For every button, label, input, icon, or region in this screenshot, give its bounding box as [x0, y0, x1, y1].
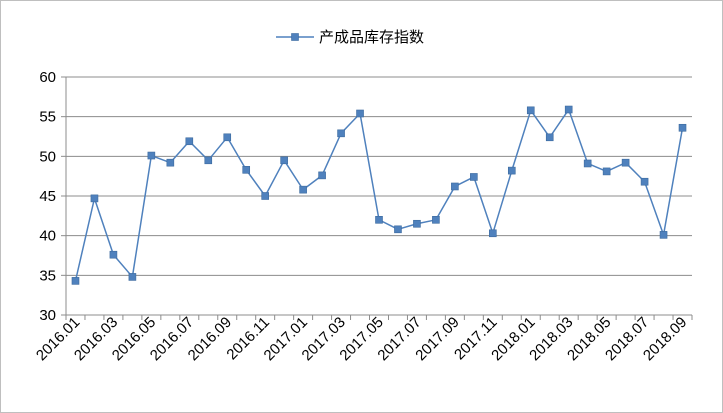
- y-tick-label: 35: [39, 267, 56, 284]
- data-point: [432, 216, 440, 224]
- data-point: [507, 166, 516, 175]
- axes: [61, 76, 693, 320]
- legend-label: 产成品库存指数: [319, 28, 424, 46]
- data-point: [337, 129, 345, 138]
- data-point: [280, 156, 288, 165]
- data-point: [223, 133, 232, 142]
- data-point: [470, 173, 478, 181]
- data-point: [564, 105, 573, 114]
- data-point: [526, 106, 535, 115]
- data-point: [451, 182, 459, 191]
- data-point: [318, 171, 326, 180]
- y-tick-labels: 30 35 40 45 50 55 60: [39, 69, 56, 324]
- data-point: [299, 185, 307, 194]
- series-line: [74, 108, 684, 282]
- data-point: [261, 192, 269, 200]
- y-tick-label: 45: [39, 188, 56, 205]
- legend-marker-swatch: [291, 33, 299, 41]
- y-tick-label: 50: [39, 148, 56, 165]
- data-point: [128, 273, 137, 281]
- data-point: [242, 166, 251, 174]
- data-point: [185, 137, 194, 146]
- x-tick-labels: 2016.012016.032016.052016.072016.092016.…: [33, 314, 690, 364]
- y-tick-label: 60: [39, 69, 56, 86]
- data-point: [621, 158, 630, 167]
- data-point: [545, 133, 554, 142]
- data-point: [166, 158, 175, 167]
- data-point: [489, 229, 497, 238]
- data-point: [659, 231, 668, 239]
- data-point: [640, 177, 649, 186]
- data-point: [356, 109, 364, 118]
- gridlines: [66, 76, 692, 276]
- data-point: [394, 225, 402, 234]
- data-point: [602, 167, 611, 176]
- data-point: [71, 277, 80, 285]
- data-point: [147, 151, 156, 160]
- legend: 产成品库存指数: [276, 28, 424, 46]
- data-point: [375, 216, 383, 224]
- y-tick-label: 40: [39, 228, 56, 245]
- data-point: [90, 194, 99, 203]
- data-point: [109, 250, 118, 259]
- y-tick-label: 55: [39, 109, 56, 126]
- series-layer: [71, 105, 687, 285]
- data-point: [678, 123, 687, 132]
- data-point: [204, 156, 213, 165]
- data-point: [583, 159, 592, 168]
- data-point: [413, 219, 421, 228]
- y-tick-label: 30: [39, 307, 56, 324]
